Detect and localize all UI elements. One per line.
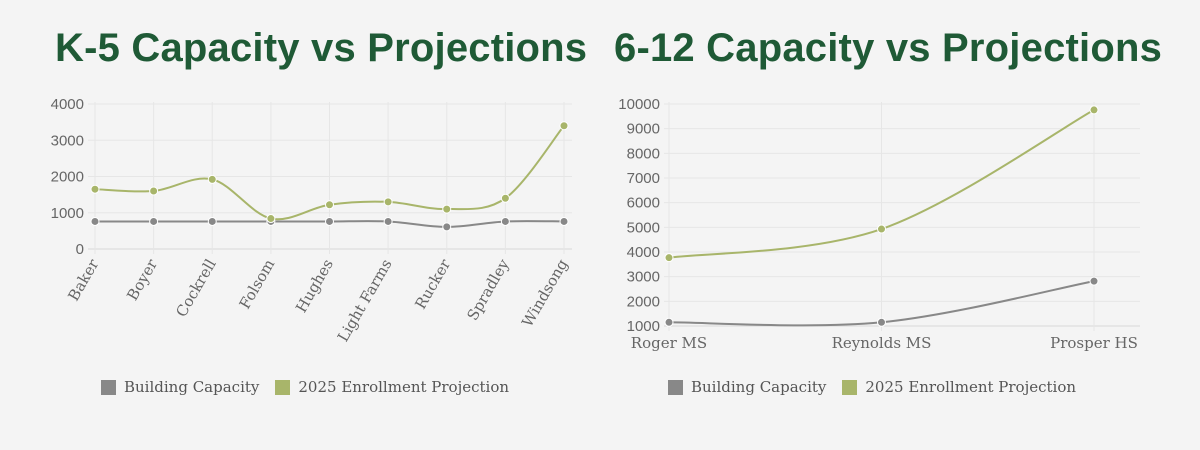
y-tick-label: 2000 — [51, 169, 84, 186]
projection-point — [559, 121, 569, 131]
legend-item-projection[interactable]: 2025 Enrollment Projection — [842, 378, 1076, 396]
legend-label: Building Capacity — [691, 378, 827, 396]
x-tick-label: Reynolds MS — [832, 334, 932, 352]
x-tick-label: Boyer — [123, 255, 161, 303]
x-tick-label: Roger MS — [631, 334, 707, 352]
6-12-legend: Building Capacity 2025 Enrollment Projec… — [668, 378, 1092, 396]
k5-chart-title: K-5 Capacity vs Projections — [55, 26, 588, 70]
x-tick-label: Rucker — [411, 255, 454, 312]
x-tick-label: Baker — [64, 255, 103, 304]
y-tick-label: 4000 — [51, 96, 84, 113]
legend-label: Building Capacity — [124, 378, 260, 396]
6-12-chart-title: 6-12 Capacity vs Projections — [614, 26, 1163, 70]
projection-swatch — [275, 379, 291, 395]
y-tick-label: 6000 — [627, 195, 660, 212]
projection-point — [500, 193, 510, 203]
capacity-point — [664, 317, 674, 327]
y-tick-label: 8000 — [627, 145, 660, 162]
projection-point — [664, 253, 674, 263]
y-tick-label: 10000 — [618, 96, 660, 113]
legend-item-projection[interactable]: 2025 Enrollment Projection — [275, 378, 509, 396]
projection-point — [442, 204, 452, 214]
legend-label: 2025 Enrollment Projection — [298, 378, 510, 396]
x-tick-label: Hughes — [292, 256, 337, 316]
y-tick-label: 1000 — [51, 205, 84, 222]
y-tick-label: 7000 — [627, 170, 660, 187]
capacity-point — [90, 216, 100, 226]
projection-point — [266, 214, 276, 224]
projection-point — [1089, 105, 1099, 115]
y-tick-label: 4000 — [627, 244, 660, 261]
k5-chart: 0 1000 2000 3000 4000 Baker Boyer Cockrell Folso… — [51, 96, 572, 345]
x-tick-label: Prosper HS — [1050, 334, 1138, 352]
projection-point — [383, 197, 393, 207]
legend-item-capacity[interactable]: Building Capacity — [668, 378, 826, 396]
projection-point — [149, 186, 159, 196]
x-tick-label: Light Farms — [334, 256, 396, 345]
y-tick-label: 3000 — [627, 269, 660, 286]
y-tick-label: 5000 — [627, 219, 660, 236]
y-tick-label: 2000 — [627, 293, 660, 310]
projection-point — [325, 200, 334, 210]
capacity-point — [442, 222, 452, 232]
x-tick-label: Folsom — [236, 256, 279, 312]
y-tick-label: 0 — [76, 241, 84, 258]
projection-swatch — [842, 379, 858, 395]
y-tick-label: 3000 — [51, 132, 84, 149]
x-tick-label: Cockrell — [172, 256, 220, 320]
capacity-point — [500, 216, 510, 226]
capacity-point — [1089, 276, 1099, 286]
x-tick-label: Spradley — [463, 256, 513, 324]
capacity-point — [383, 216, 393, 226]
projection-point — [877, 224, 886, 234]
y-tick-label: 1000 — [627, 318, 660, 335]
hs-chart: 1000 2000 3000 4000 5000 6000 7000 8000 9000 1000… — [618, 96, 1140, 352]
y-tick-label: 9000 — [627, 121, 660, 138]
capacity-swatch — [101, 379, 116, 395]
capacity-point — [877, 317, 886, 327]
capacity-swatch — [668, 379, 683, 395]
projection-point — [207, 174, 217, 184]
legend-label: 2025 Enrollment Projection — [865, 378, 1077, 396]
x-tick-label: Windsong — [518, 256, 571, 330]
projection-point — [90, 184, 100, 194]
capacity-point — [149, 216, 159, 226]
capacity-point — [207, 216, 217, 226]
capacity-point — [325, 216, 334, 226]
capacity-point — [559, 216, 569, 226]
k5-legend: Building Capacity 2025 Enrollment Projec… — [101, 378, 525, 396]
legend-item-capacity[interactable]: Building Capacity — [101, 378, 259, 396]
